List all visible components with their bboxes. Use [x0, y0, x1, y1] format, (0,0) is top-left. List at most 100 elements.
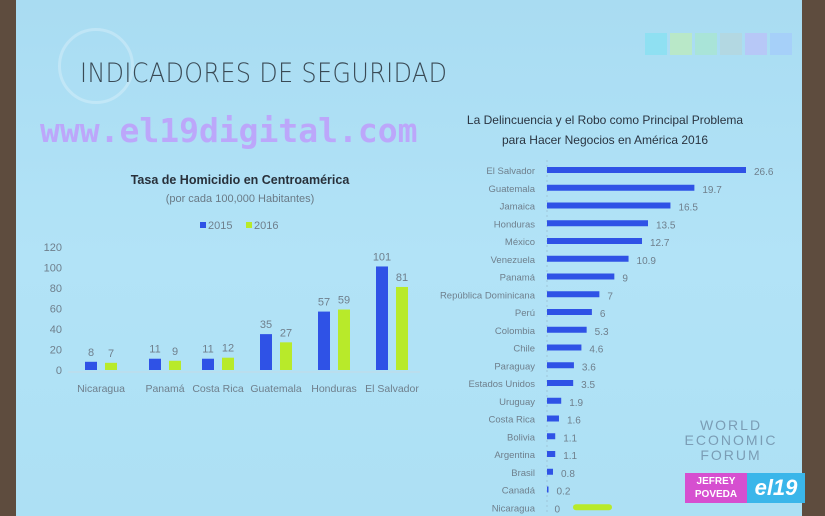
y-tick-label: 120	[44, 242, 62, 254]
category-label: Estados Unidos	[468, 379, 535, 390]
bar-2015	[85, 361, 97, 370]
data-label: 3.6	[582, 362, 596, 373]
data-label: 12	[222, 343, 234, 355]
bar-2016	[105, 362, 117, 370]
y-tick-label: 60	[50, 304, 62, 316]
highlight-bar	[573, 504, 612, 511]
bar-2016	[169, 360, 181, 370]
bar	[547, 238, 643, 244]
data-label: 7	[108, 348, 114, 360]
category-label: Costa Rica	[489, 415, 536, 426]
x-tick-label: Panamá	[145, 383, 184, 395]
homicide-chart-subtitle: (por cada 100,000 Habitantes)	[165, 193, 315, 205]
data-label: 1.6	[567, 416, 581, 427]
legend-label: 2016	[254, 220, 278, 232]
bar	[547, 309, 592, 315]
data-label: 101	[373, 251, 391, 263]
x-tick-label: El Salvador	[365, 383, 419, 395]
legend-swatch-2015	[200, 222, 206, 228]
data-label: 6	[600, 309, 606, 320]
bar	[547, 255, 629, 262]
bar	[547, 415, 559, 422]
data-label: 11	[149, 344, 160, 356]
category-label: Perú	[515, 308, 535, 319]
data-label: 0	[555, 504, 561, 515]
bar	[547, 468, 553, 475]
category-label: Panamá	[500, 273, 536, 284]
wef-logo: WORLD ECONOMIC FORUM	[676, 418, 786, 463]
bar-2015	[376, 266, 388, 370]
data-label: 9	[622, 274, 628, 285]
wef-logo-line: ECONOMIC	[684, 432, 778, 448]
watermark: www.el19digital.com	[40, 111, 418, 150]
bar	[547, 326, 587, 333]
category-label: Brasil	[511, 468, 535, 479]
bar	[547, 486, 549, 493]
category-label: El Salvador	[486, 166, 535, 177]
bar	[547, 220, 648, 227]
data-label: 3.5	[581, 380, 595, 391]
data-label: 5.3	[595, 327, 609, 338]
data-label: 7	[607, 291, 613, 302]
category-label: Venezuela	[491, 255, 536, 266]
legend-label: 2015	[208, 220, 232, 232]
bar-2015	[202, 358, 214, 370]
data-label: 19.7	[702, 185, 722, 196]
category-label: Canadá	[502, 486, 536, 497]
slide	[16, 0, 802, 516]
category-label: Guatemala	[489, 184, 536, 195]
category-label: Argentina	[494, 450, 535, 461]
bar-2015	[149, 358, 161, 370]
y-tick-label: 40	[50, 324, 62, 336]
category-label: Honduras	[494, 219, 535, 230]
category-label: Uruguay	[499, 397, 535, 408]
bar	[547, 397, 562, 404]
reporter-name: JEFREY POVEDA	[685, 473, 747, 503]
category-label: Nicaragua	[492, 503, 536, 514]
bar	[547, 380, 574, 386]
broadcast-badge: JEFREY POVEDA el19	[685, 473, 805, 503]
y-tick-label: 80	[50, 283, 62, 295]
crime-chart-title-line2: para Hacer Negocios en América 2016	[501, 133, 709, 147]
bar	[547, 184, 695, 191]
data-label: 1.1	[563, 433, 577, 444]
data-label: 59	[338, 295, 350, 307]
bar	[547, 202, 671, 209]
bar	[547, 273, 615, 280]
crime-chart-title-line1: La Delincuencia y el Robo como Principal…	[466, 113, 744, 127]
x-tick-label: Guatemala	[250, 383, 302, 395]
reporter-first-name: JEFREY	[696, 476, 736, 487]
slide-title: INDICADORES DE SEGURIDAD	[80, 58, 448, 89]
y-tick-label: 0	[56, 365, 62, 377]
bar-2016	[280, 342, 292, 370]
bar	[547, 291, 600, 298]
bar-2015	[260, 334, 272, 370]
bar-2015	[318, 311, 330, 370]
x-tick-label: Honduras	[311, 383, 357, 395]
legend-swatch-2016	[246, 222, 252, 228]
data-label: 81	[396, 272, 408, 284]
bar-2016	[338, 309, 350, 370]
data-label: 35	[260, 319, 272, 331]
bar	[547, 362, 574, 369]
bar	[547, 451, 556, 457]
x-tick-label: Costa Rica	[192, 383, 244, 395]
bar	[547, 433, 556, 440]
data-label: 57	[318, 297, 330, 309]
data-label: 8	[88, 347, 94, 359]
reporter-last-name: POVEDA	[694, 489, 738, 500]
brand-logo: el19	[747, 473, 805, 503]
bar	[547, 344, 582, 351]
bar-2016	[396, 286, 408, 370]
data-label: 26.6	[754, 167, 774, 178]
data-label: 11	[202, 344, 213, 356]
category-label: República Dominicana	[440, 290, 536, 301]
data-label: 4.6	[589, 345, 603, 356]
category-label: Bolivia	[507, 432, 536, 443]
category-label: Chile	[513, 344, 535, 355]
data-label: 13.5	[656, 220, 676, 231]
category-label: Jamaica	[500, 202, 536, 213]
wef-logo-line: FORUM	[700, 447, 762, 463]
data-label: 9	[172, 346, 178, 358]
